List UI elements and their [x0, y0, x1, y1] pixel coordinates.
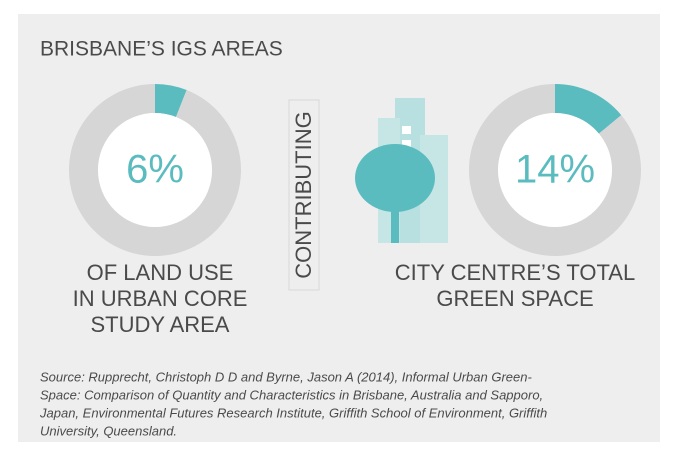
source-line: Space: Comparison of Quantity and Charac… — [40, 387, 543, 402]
source-line: Japan, Environmental Futures Research In… — [39, 405, 547, 420]
title: BRISBANE’S IGS AREAS — [40, 38, 283, 61]
infographic: BRISBANE’S IGS AREAS CONTRIBUTING Source… — [0, 0, 678, 455]
source-line: University, Queensland. — [40, 423, 177, 438]
caption-line: GREEN SPACE — [436, 286, 593, 311]
caption-line: IN URBAN CORE — [73, 286, 248, 311]
value-label: 14% — [515, 148, 595, 192]
caption-line: OF LAND USE — [87, 260, 234, 285]
value-label: 6% — [126, 148, 184, 192]
connector: CONTRIBUTING — [291, 111, 316, 278]
caption-line: CITY CENTRE’S TOTAL — [395, 260, 635, 285]
caption-line: STUDY AREA — [91, 312, 230, 337]
source-line: Source: Rupprecht, Christoph D D and Byr… — [40, 369, 532, 384]
